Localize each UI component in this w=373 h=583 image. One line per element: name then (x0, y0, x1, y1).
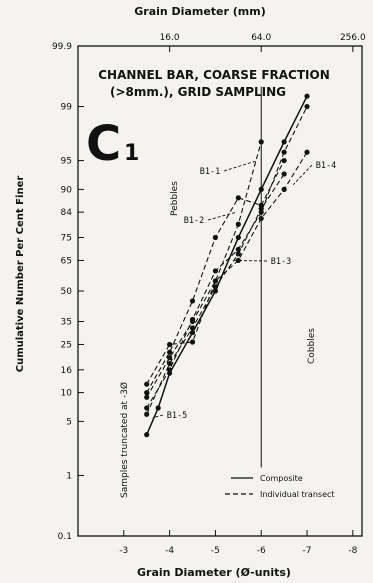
transect-line (146, 141, 262, 398)
data-point (189, 325, 196, 331)
series-group (144, 149, 310, 387)
data-point (212, 234, 219, 241)
series-label: B1-5 (167, 411, 187, 421)
x-tick-label: -6 (257, 546, 266, 556)
series-label: B1-3 (271, 257, 291, 267)
data-point (281, 157, 287, 164)
pebbles-label: Pebbles (170, 181, 180, 216)
y-tick-label: 5 (66, 417, 72, 427)
series-label-leader (223, 160, 258, 172)
top-axis-label: Grain Diameter (mm) (134, 5, 266, 18)
series-label-leader (207, 211, 237, 221)
y-tick-label: 65 (61, 256, 72, 266)
data-point (235, 195, 241, 201)
x-axis-label: Grain Diameter (Ø-units) (137, 566, 291, 579)
y-tick-label: 35 (61, 318, 72, 328)
data-point (189, 329, 196, 336)
y-tick-label: 25 (61, 340, 72, 350)
data-point (155, 405, 161, 411)
data-point (167, 355, 173, 361)
data-point (258, 215, 264, 222)
annotations: Grain Diameter (mm) CHANNEL BAR, COARSE … (15, 5, 336, 579)
legend-individual-label: Individual transect (260, 490, 335, 499)
series-label: B1-2 (184, 216, 204, 226)
data-point (304, 93, 310, 99)
y-tick-label: 99.9 (52, 42, 72, 52)
series-group (144, 157, 287, 396)
panel-label: C (86, 116, 121, 172)
y-tick-label: 10 (61, 389, 73, 399)
data-point (304, 103, 310, 110)
data-point (258, 139, 264, 145)
x-tick-label: -3 (119, 546, 128, 556)
y-tick-label: 0.1 (58, 532, 72, 542)
x-tick-label: -4 (165, 546, 174, 556)
data-point (144, 432, 150, 438)
data-point (281, 186, 287, 192)
top-tick-label: 256.0 (340, 33, 366, 43)
data-point (212, 288, 219, 294)
data-point (189, 316, 196, 323)
data-point (235, 221, 241, 227)
data-point (212, 268, 219, 274)
data-point (167, 367, 173, 373)
y-tick-label: 1 (66, 471, 72, 481)
series-label-leader (292, 164, 313, 186)
top-tick-label: 16.0 (160, 33, 180, 43)
x-tick-label: -8 (348, 546, 357, 556)
data-point (235, 251, 241, 257)
x-tick-label: -5 (211, 546, 220, 556)
data-point (212, 284, 219, 290)
data-point (144, 390, 150, 396)
data-point (304, 149, 310, 155)
data-point (281, 171, 287, 177)
data-point (189, 339, 196, 345)
transect-line (146, 151, 308, 385)
data-point (144, 394, 150, 400)
y-tick-label: 95 (61, 157, 72, 167)
data-point (167, 341, 173, 348)
y-tick-label: 75 (61, 234, 72, 244)
truncation-note: Samples truncated at -3Ø (119, 382, 130, 498)
data-point (281, 149, 287, 155)
y-tick-label: 16 (61, 366, 73, 376)
data-point (258, 186, 264, 192)
data-point (167, 360, 173, 367)
top-tick-label: 64.0 (251, 33, 271, 43)
data-point (235, 257, 241, 264)
legend-composite-label: Composite (260, 474, 303, 483)
data-point (167, 349, 173, 355)
series-label: B1-1 (200, 167, 220, 177)
data-point (258, 206, 264, 212)
series-label-leader (152, 414, 164, 419)
axes: 0.1 1 5 10 16 25 35 50 65 75 84 90 95 99 99.9 -3 -4 -5 -6 -… (52, 33, 366, 556)
series-group (144, 171, 287, 417)
transect-line (146, 106, 308, 409)
series-group (144, 139, 264, 400)
series-group (144, 93, 310, 438)
data-point (144, 381, 150, 387)
series-label-leader (232, 260, 268, 262)
cobbles-label: Cobbles (307, 328, 317, 364)
data-point (189, 298, 196, 304)
x-tick-label: -7 (303, 546, 312, 556)
data-point (235, 234, 241, 241)
y-tick-label: 50 (61, 287, 73, 297)
series-group (144, 103, 310, 411)
data-point (281, 139, 287, 145)
chart-subtitle: (>8mm.), GRID SAMPLING (110, 85, 286, 99)
legend: Composite Individual transect (225, 474, 335, 499)
panel-subscript: 1 (124, 141, 139, 166)
data-point (144, 405, 150, 411)
series-layer (144, 93, 310, 438)
y-axis-label: Cumulative Number Per Cent Finer (15, 176, 26, 373)
y-tick-label: 90 (61, 185, 73, 195)
data-point (144, 411, 150, 417)
y-tick-label: 84 (61, 208, 73, 218)
y-tick-label: 99 (61, 103, 73, 113)
data-point (212, 278, 219, 284)
chart-title: CHANNEL BAR, COARSE FRACTION (98, 68, 330, 82)
series-label: B1-4 (316, 161, 336, 171)
